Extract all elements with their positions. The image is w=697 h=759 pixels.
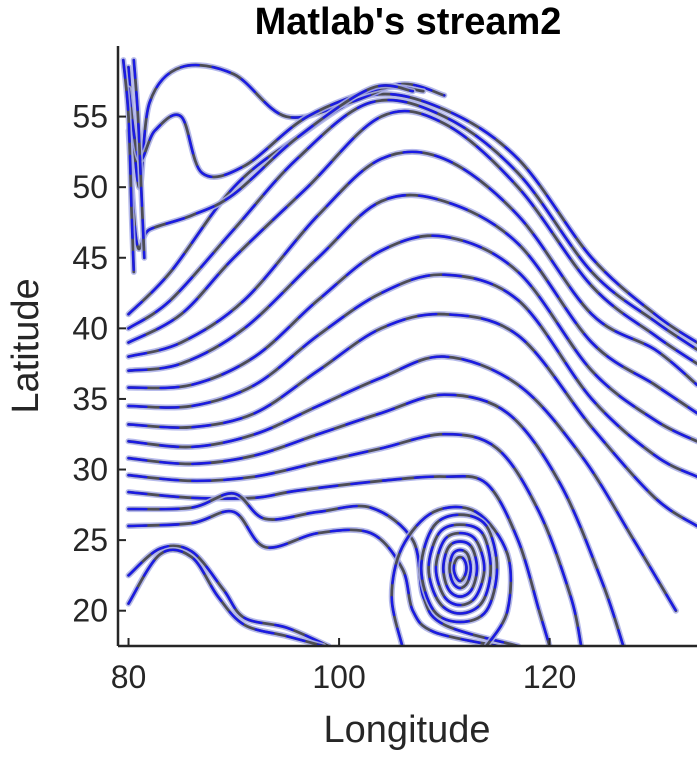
streamlines <box>120 57 697 646</box>
streamline-v6-stream-top <box>452 555 468 583</box>
streamline-s2-stream-top <box>127 98 697 351</box>
streamline-s13 <box>125 490 521 646</box>
streamline-s4-stream-top <box>127 150 697 386</box>
streamline-s5 <box>125 192 697 417</box>
streamline-s14 <box>125 508 500 646</box>
streamline-s19 <box>125 82 416 253</box>
streamline-v4-stream-top <box>442 540 479 598</box>
streamline-s10-stream-top <box>127 393 625 646</box>
streamline-s1 <box>125 91 697 346</box>
streamline-s15-stream-top <box>127 544 330 646</box>
streamline-s6 <box>125 232 697 445</box>
streamline-s22 <box>388 504 514 646</box>
streamline-s20-stream-top <box>122 58 135 274</box>
streamline-s10 <box>125 391 627 646</box>
streamline-s9 <box>125 353 679 614</box>
streamline-s21 <box>130 57 148 261</box>
streamline-s6-stream-mid <box>127 234 697 443</box>
streamline-s11-stream-top <box>127 433 583 646</box>
streamline-s7 <box>125 271 697 480</box>
y-tick-label: 55 <box>72 99 108 135</box>
streamline-s7-stream-top <box>127 273 697 478</box>
chart-title: Matlab's stream2 <box>255 1 562 43</box>
x-ticks: 80 100 120 <box>111 638 576 695</box>
streamline-s15 <box>125 542 332 646</box>
streamline-s21-stream-top <box>132 58 146 259</box>
streamline-s2 <box>125 97 697 353</box>
streamline-s8 <box>125 311 697 529</box>
y-tick-label: 45 <box>72 240 108 276</box>
streamline-s16 <box>125 546 327 646</box>
streamline-s2-stream-mid <box>127 98 697 351</box>
x-tick-label: 100 <box>312 659 365 695</box>
streamline-s17-stream-top <box>127 63 446 189</box>
streamline-s4 <box>125 148 697 388</box>
x-axis-label: Longitude <box>324 709 491 751</box>
streamline-s22-stream-top <box>390 505 512 646</box>
streamline-s20 <box>120 57 137 275</box>
streamline-s6-stream-top <box>127 234 697 443</box>
streamline-s12 <box>125 473 553 646</box>
streamline-v6 <box>450 554 470 585</box>
streamline-s3-stream-top <box>127 109 697 365</box>
streamline-s11 <box>125 431 585 646</box>
y-tick-label: 30 <box>72 452 108 488</box>
y-ticks: 20 25 30 35 40 45 50 55 <box>72 99 126 629</box>
y-tick-label: 50 <box>72 169 108 205</box>
streamline-s16-stream-top <box>127 548 325 646</box>
streamline-s19-stream-top <box>127 84 414 251</box>
y-tick-label: 40 <box>72 310 108 346</box>
streamline-s9-stream-top <box>127 355 678 612</box>
streamline-v5-stream-top <box>448 548 472 590</box>
streamline-s14-stream-top <box>127 509 499 646</box>
y-tick-label: 25 <box>72 522 108 558</box>
streamline-v1 <box>418 511 500 625</box>
streamline-s6-stream-under <box>125 232 697 445</box>
streamline-s8-stream-top <box>127 312 697 528</box>
axes: 80 100 120 20 25 30 35 40 45 50 55 <box>72 46 697 695</box>
plot-area <box>120 57 697 646</box>
streamline-s12-stream-top <box>127 475 551 646</box>
streamline-v5 <box>446 547 474 592</box>
streamline-v4 <box>440 538 480 600</box>
streamline-s2-stream-under <box>125 97 697 353</box>
streamline-v2 <box>425 521 494 617</box>
streamline-s5-stream-top <box>127 193 697 415</box>
x-tick-label: 80 <box>111 659 147 695</box>
y-tick-label: 20 <box>72 593 108 629</box>
x-tick-label: 120 <box>523 659 576 695</box>
y-tick-label: 35 <box>72 381 108 417</box>
streamline-s1-stream-top <box>127 92 697 344</box>
streamline-v1-stream-top <box>420 513 499 624</box>
y-axis-label: Latitude <box>5 278 47 413</box>
streamline-v3-stream-top <box>434 531 486 607</box>
streamline-v2-stream-top <box>427 523 492 615</box>
streamline-v3 <box>432 530 488 609</box>
streamline-s3 <box>125 108 697 367</box>
streamline-s13-stream-top <box>127 492 520 646</box>
